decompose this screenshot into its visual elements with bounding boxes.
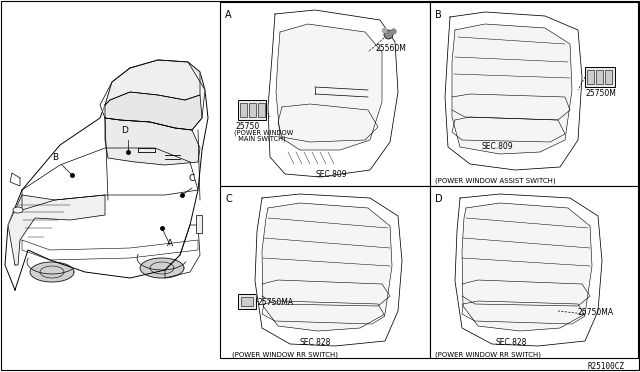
- Polygon shape: [462, 203, 592, 331]
- Text: A: A: [225, 10, 232, 20]
- Text: 25750M: 25750M: [585, 89, 616, 98]
- Polygon shape: [105, 118, 200, 165]
- Text: C: C: [189, 174, 195, 183]
- Polygon shape: [30, 262, 74, 282]
- Bar: [196, 215, 202, 233]
- Text: SEC.828: SEC.828: [495, 338, 526, 347]
- Bar: [596, 70, 603, 84]
- Bar: [249, 103, 256, 117]
- Polygon shape: [8, 195, 105, 265]
- Polygon shape: [255, 194, 402, 346]
- Text: 25560M: 25560M: [376, 44, 407, 53]
- Text: A: A: [167, 239, 173, 248]
- Bar: [241, 297, 253, 306]
- Text: MAIN SWITCH): MAIN SWITCH): [234, 135, 285, 141]
- Text: C: C: [225, 194, 232, 204]
- Text: (POWER WINDOW RR SWITCH): (POWER WINDOW RR SWITCH): [435, 351, 541, 357]
- Polygon shape: [455, 194, 602, 346]
- Bar: [240, 103, 247, 117]
- Bar: [605, 70, 612, 84]
- Polygon shape: [10, 173, 20, 186]
- Bar: [585, 67, 615, 87]
- Polygon shape: [100, 60, 205, 130]
- Bar: [220, 186, 430, 358]
- Bar: [561, 307, 573, 316]
- Text: SEC.828: SEC.828: [300, 338, 332, 347]
- Text: 25750: 25750: [236, 122, 260, 131]
- Bar: [587, 70, 594, 84]
- Bar: [430, 186, 638, 358]
- Text: 25750MA: 25750MA: [258, 298, 294, 307]
- Polygon shape: [140, 258, 184, 278]
- Polygon shape: [445, 12, 582, 170]
- Text: D: D: [122, 126, 129, 135]
- Polygon shape: [268, 10, 398, 177]
- Polygon shape: [5, 60, 208, 290]
- Polygon shape: [105, 60, 200, 105]
- Polygon shape: [276, 24, 382, 150]
- Text: (POWER WINDOW RR SWITCH): (POWER WINDOW RR SWITCH): [232, 351, 338, 357]
- Bar: [238, 294, 256, 309]
- Polygon shape: [452, 24, 572, 154]
- Text: SEC.809: SEC.809: [482, 142, 514, 151]
- Bar: [220, 2, 430, 186]
- Polygon shape: [262, 203, 392, 331]
- Text: (POWER WINDOW: (POWER WINDOW: [234, 129, 293, 135]
- Bar: [430, 2, 638, 186]
- Polygon shape: [105, 92, 202, 130]
- Text: B: B: [435, 10, 442, 20]
- Bar: [558, 304, 576, 319]
- Ellipse shape: [13, 207, 23, 213]
- Text: (POWER WINDOW ASSIST SWITCH): (POWER WINDOW ASSIST SWITCH): [435, 178, 556, 185]
- Text: 25750MA: 25750MA: [578, 308, 614, 317]
- Text: SEC.809: SEC.809: [315, 170, 347, 179]
- Bar: [258, 103, 265, 117]
- Text: D: D: [435, 194, 443, 204]
- Bar: [238, 100, 266, 120]
- Text: R25100CZ: R25100CZ: [588, 362, 625, 371]
- Text: B: B: [52, 153, 58, 162]
